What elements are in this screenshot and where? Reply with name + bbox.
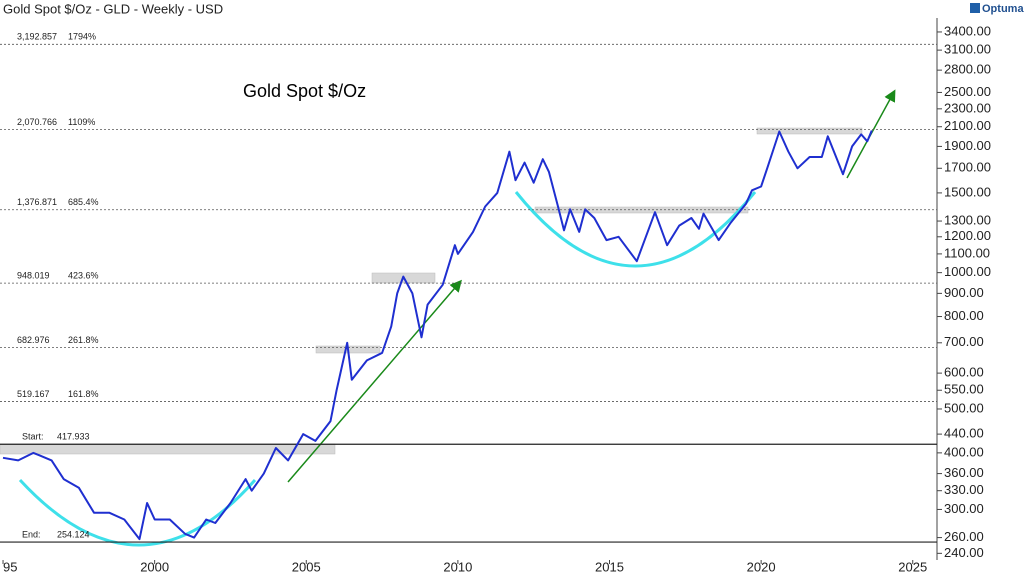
y-tick-label: 600.00	[944, 365, 984, 380]
level-value: 417.933	[57, 432, 90, 442]
y-tick-label: 240.00	[944, 545, 984, 560]
y-tick-label: 1200.00	[944, 228, 991, 243]
x-tick-label: 2015	[595, 559, 624, 574]
y-tick-label: 800.00	[944, 308, 984, 323]
y-tick-label: 330.00	[944, 482, 984, 497]
y-tick-label: 500.00	[944, 400, 984, 415]
level-label: 3,192.857	[17, 32, 57, 42]
price-line	[2, 130, 873, 541]
x-tick-label: 2000	[140, 559, 169, 574]
x-tick-label: 2005	[292, 559, 321, 574]
y-tick-label: 550.00	[944, 382, 984, 397]
y-tick-label: 260.00	[944, 529, 984, 544]
y-tick-label: 700.00	[944, 334, 984, 349]
y-tick-label: 3100.00	[944, 42, 991, 57]
level-label: 1,376.871	[17, 197, 57, 207]
level-pct: 423.6%	[68, 271, 99, 281]
level-name: End:	[22, 529, 41, 539]
y-tick-label: 360.00	[944, 465, 984, 480]
zone	[0, 443, 336, 455]
x-tick-label: 2020	[747, 559, 776, 574]
y-tick-label: 440.00	[944, 426, 984, 441]
y-tick-label: 2500.00	[944, 84, 991, 99]
brand-icon	[970, 3, 980, 13]
y-tick-label: 300.00	[944, 501, 984, 516]
level-value: 254.124	[57, 529, 90, 539]
level-pct: 261.8%	[68, 335, 99, 345]
level-name: Start:	[22, 432, 44, 442]
y-tick-label: 900.00	[944, 285, 984, 300]
level-label: 682.976	[17, 335, 50, 345]
y-tick-label: 400.00	[944, 444, 984, 459]
x-tick-label: 2025	[898, 559, 927, 574]
level-pct: 685.4%	[68, 197, 99, 207]
y-tick-label: 1700.00	[944, 160, 991, 175]
level-pct: 1794%	[68, 32, 96, 42]
x-tick-label: 95	[3, 559, 17, 574]
level-label: 2,070.766	[17, 117, 57, 127]
level-pct: 1109%	[68, 117, 95, 127]
y-tick-label: 2300.00	[944, 100, 991, 115]
brand: Optuma	[982, 3, 1024, 15]
y-tick-label: 1500.00	[944, 184, 991, 199]
annotation: Gold Spot $/Oz	[243, 81, 366, 101]
arc	[514, 191, 757, 268]
y-tick-label: 1900.00	[944, 138, 991, 153]
y-tick-label: 3400.00	[944, 23, 991, 38]
level-label: 948.019	[17, 271, 50, 281]
level-label: 519.167	[17, 389, 50, 399]
y-tick-label: 2100.00	[944, 118, 991, 133]
level-pct: 161.8%	[68, 389, 99, 399]
chart-title: Gold Spot $/Oz - GLD - Weekly - USD	[3, 1, 223, 16]
y-tick-label: 1000.00	[944, 264, 991, 279]
y-tick-label: 2800.00	[944, 62, 991, 77]
x-tick-label: 2010	[443, 559, 472, 574]
y-tick-label: 1100.00	[944, 245, 990, 260]
y-tick-label: 1300.00	[944, 212, 991, 227]
zone	[756, 127, 863, 135]
arrow	[287, 279, 462, 483]
